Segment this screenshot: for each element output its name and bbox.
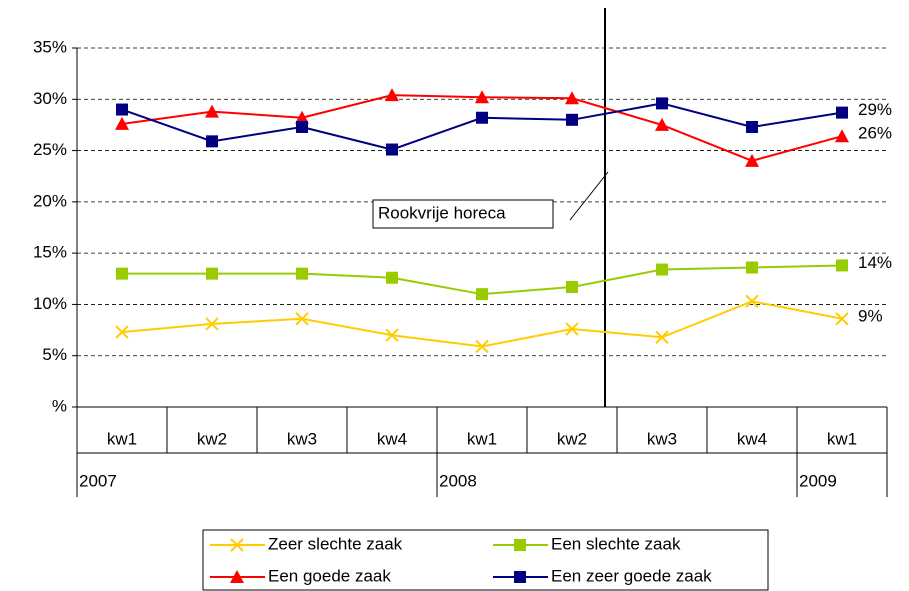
data-point [656,97,668,110]
y-tick-label: % [52,396,67,415]
data-point [655,117,669,131]
data-point [295,110,309,124]
data-point [746,120,758,133]
legend-label: Een zeer goede zaak [551,566,712,585]
legend-label: Zeer slechte zaak [268,534,403,553]
year-label: 2009 [799,471,837,490]
data-point [296,120,308,133]
data-point [115,116,129,130]
annotation-pointer [569,171,609,221]
data-point [745,294,759,309]
y-tick-label: 15% [33,243,67,262]
x-tick-label: kw4 [737,429,767,448]
legend-label: Een goede zaak [268,566,391,585]
data-point [746,261,758,274]
y-tick-label: 35% [33,37,67,56]
legend-marker [230,538,244,552]
series-line [121,300,843,348]
legend-marker [514,571,526,583]
data-point [835,129,849,143]
data-point [836,259,848,272]
x-tick-label: kw3 [287,429,317,448]
series-line [121,94,843,162]
y-tick-label: 25% [33,140,67,159]
data-point [476,111,488,124]
data-point [116,103,128,116]
x-tick-label: kw4 [377,429,407,448]
data-label: 14% [858,253,892,272]
data-point [385,328,399,342]
x-tick-label: kw1 [467,429,497,448]
annotation-box [372,199,554,229]
data-point [476,288,488,301]
data-point [386,143,398,156]
data-point [566,113,578,126]
year-label: 2008 [439,471,477,490]
data-point [205,317,219,331]
data-point [206,267,218,280]
year-label: 2007 [79,471,117,490]
x-tick-label: kw1 [107,429,137,448]
legend-label: Een slechte zaak [551,534,681,553]
legend-marker [230,570,244,583]
data-point [745,153,759,167]
data-point [475,90,489,104]
data-label: 29% [858,100,892,119]
data-point [566,280,578,293]
data-point [115,325,129,339]
data-point [206,135,218,148]
annotation: Rookvrije horeca [378,203,506,222]
y-tick-label: 10% [33,294,67,313]
data-point [565,322,579,336]
x-tick-label: kw2 [557,429,587,448]
y-tick-label: 30% [33,89,67,108]
data-label: 9% [858,306,883,325]
x-tick-label: kw3 [647,429,677,448]
data-point [385,88,399,102]
data-point [386,271,398,284]
y-tick-label: 20% [33,191,67,210]
data-point [565,91,579,105]
x-tick-label: kw1 [827,429,857,448]
series-line [121,102,843,151]
data-point [655,330,669,344]
data-point [836,106,848,119]
data-point [205,104,219,118]
data-point [116,267,128,280]
data-point [295,312,309,326]
data-label: 26% [858,124,892,143]
data-point [475,339,489,354]
data-point [296,267,308,280]
legend-marker [514,539,526,551]
data-point [656,263,668,276]
data-point [835,312,849,326]
legend-box [202,529,769,591]
y-tick-label: 5% [42,345,67,364]
x-tick-label: kw2 [197,429,227,448]
